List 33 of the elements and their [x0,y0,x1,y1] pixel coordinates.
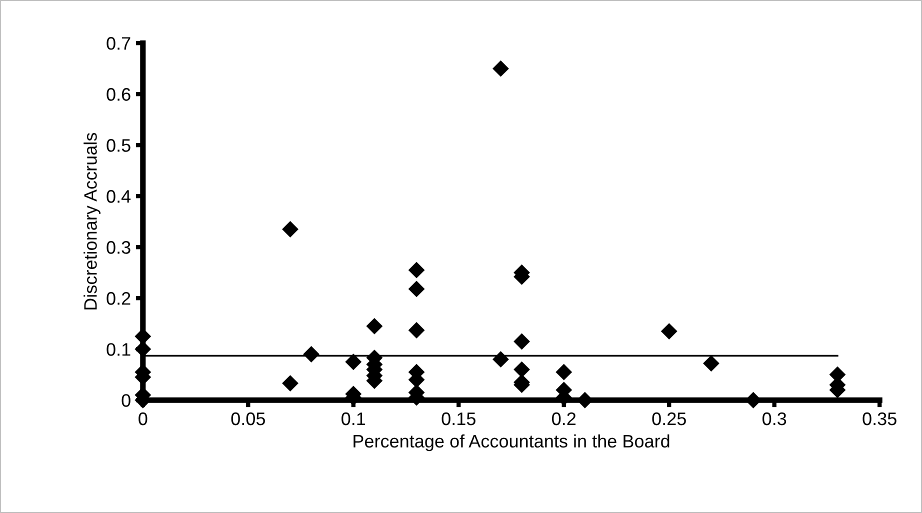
point [660,323,678,340]
y-tick-label: 0.1 [106,343,130,356]
x-tick-label: 0.05 [231,412,265,426]
x-tick-label: 0.15 [442,412,476,426]
point [408,262,425,278]
point [514,361,530,378]
point [345,354,362,370]
x-tick-label: 0.25 [652,412,686,426]
point [556,364,572,380]
y-tick-label: 0.6 [106,88,130,101]
x-tick-label: 0 [138,412,148,426]
y-tick-label: 0.3 [106,241,130,254]
y-tick-label: 0.5 [106,139,130,152]
point [702,355,720,372]
x-tick-label: 0.3 [762,412,786,426]
point [303,346,320,362]
point [408,280,425,298]
point [282,375,298,392]
y-tick-label: 0.2 [106,292,130,305]
point [366,318,383,334]
point [492,351,509,368]
point [492,60,509,77]
y-tick-label: 0 [122,394,130,407]
y-tick-label: 0.7 [106,37,130,50]
y-tick-label: 0.4 [106,190,131,203]
x-tick-label: 0.1 [342,412,366,426]
x-axis-title: Percentage of Accountants in the Board [354,434,670,452]
y-axis-title: Discretionary Accruals [84,132,100,310]
point [514,333,530,350]
x-tick-label: 0.35 [862,412,896,426]
x-tick-label: 0.2 [552,412,576,426]
point [282,221,298,238]
point [408,322,425,338]
